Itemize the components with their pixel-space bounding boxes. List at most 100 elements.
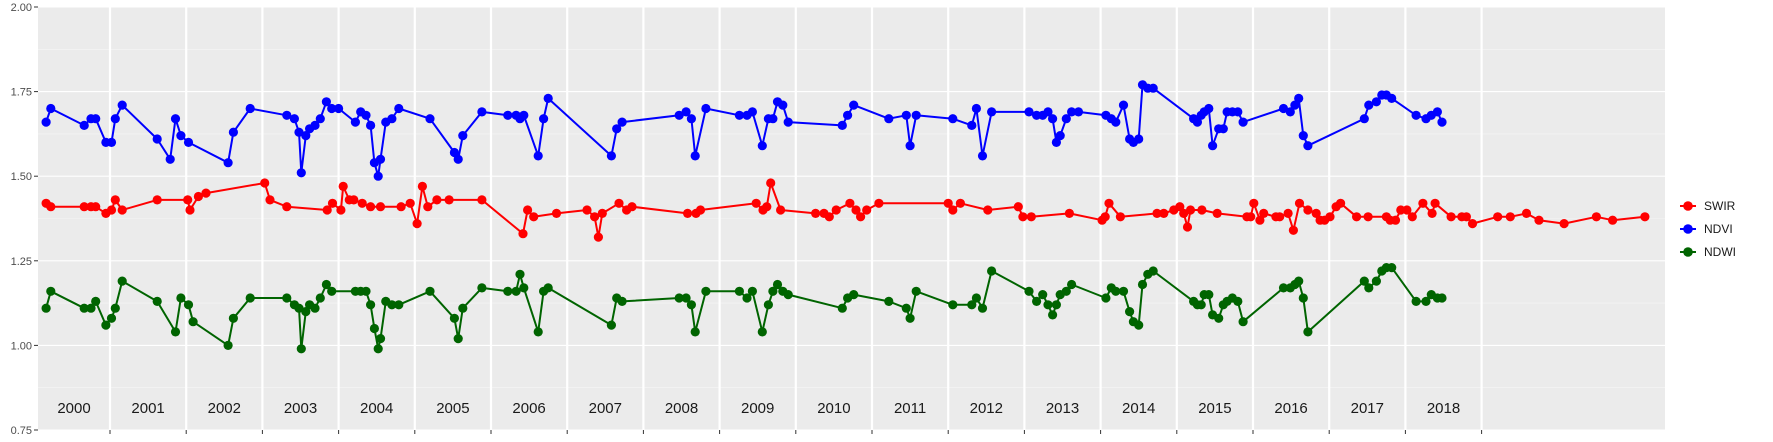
data-point bbox=[1534, 215, 1544, 225]
y-tick-label: 1.50 bbox=[11, 171, 32, 183]
data-point bbox=[778, 100, 788, 110]
data-point bbox=[1048, 310, 1058, 320]
data-point bbox=[1024, 286, 1034, 296]
data-point bbox=[110, 303, 120, 313]
data-point bbox=[110, 195, 120, 205]
data-point bbox=[523, 205, 533, 215]
data-point bbox=[170, 327, 181, 337]
data-point bbox=[394, 300, 404, 310]
data-point bbox=[1208, 141, 1218, 151]
year-label: 2002 bbox=[208, 400, 241, 417]
year-label: 2003 bbox=[284, 400, 317, 417]
data-point bbox=[543, 93, 553, 103]
data-point bbox=[1303, 327, 1313, 337]
data-point bbox=[1290, 100, 1300, 110]
data-point bbox=[260, 178, 270, 188]
data-point bbox=[1238, 117, 1248, 127]
series-ndvi bbox=[41, 80, 1447, 181]
data-point bbox=[948, 205, 958, 215]
data-point bbox=[1104, 198, 1114, 208]
data-point bbox=[1048, 114, 1058, 124]
data-point bbox=[967, 120, 977, 130]
data-point bbox=[674, 293, 684, 303]
data-point bbox=[321, 97, 331, 107]
data-point bbox=[1294, 276, 1304, 286]
data-point bbox=[824, 212, 834, 222]
data-point bbox=[282, 110, 292, 120]
data-point bbox=[369, 323, 379, 334]
data-point bbox=[1521, 208, 1532, 218]
data-point bbox=[1437, 117, 1447, 127]
data-point bbox=[327, 103, 337, 114]
data-point bbox=[310, 120, 320, 130]
data-point bbox=[519, 110, 529, 120]
series-swir bbox=[41, 178, 1650, 242]
data-point bbox=[747, 107, 758, 117]
data-point bbox=[971, 103, 982, 114]
data-point bbox=[296, 168, 306, 178]
data-point bbox=[1100, 212, 1110, 222]
data-point bbox=[690, 327, 700, 337]
data-point bbox=[751, 198, 761, 208]
data-point bbox=[394, 103, 404, 114]
data-point bbox=[1101, 293, 1111, 303]
data-point bbox=[701, 103, 711, 114]
year-label: 2008 bbox=[665, 400, 698, 417]
year-label: 2015 bbox=[1198, 400, 1231, 417]
data-point bbox=[1152, 208, 1162, 218]
data-point bbox=[1387, 263, 1397, 273]
data-point bbox=[165, 154, 175, 164]
data-point bbox=[315, 114, 325, 124]
data-point bbox=[46, 103, 56, 114]
data-point bbox=[901, 110, 911, 120]
data-point bbox=[223, 340, 233, 350]
data-point bbox=[1608, 215, 1618, 225]
data-point bbox=[811, 208, 821, 218]
y-tick-label: 2.00 bbox=[11, 2, 32, 14]
data-point bbox=[845, 198, 855, 208]
data-point bbox=[46, 286, 56, 296]
data-point bbox=[695, 205, 706, 215]
data-point bbox=[477, 195, 487, 205]
data-point bbox=[1204, 290, 1214, 300]
data-point bbox=[1390, 215, 1401, 225]
data-point bbox=[1559, 219, 1569, 229]
data-point bbox=[350, 117, 360, 127]
data-point bbox=[361, 286, 371, 296]
data-point bbox=[152, 134, 162, 144]
data-point bbox=[905, 141, 915, 151]
data-point bbox=[453, 334, 463, 344]
data-point bbox=[967, 300, 977, 310]
data-point bbox=[449, 147, 459, 158]
data-point bbox=[1024, 107, 1034, 117]
data-point bbox=[511, 286, 521, 296]
data-point bbox=[1134, 320, 1144, 330]
data-point bbox=[747, 286, 758, 296]
data-point bbox=[375, 154, 386, 164]
data-point bbox=[681, 107, 691, 117]
data-point bbox=[856, 212, 866, 222]
data-point bbox=[301, 307, 311, 317]
data-point bbox=[1427, 208, 1437, 218]
data-point bbox=[843, 110, 853, 120]
data-point bbox=[1298, 131, 1308, 141]
data-point bbox=[1364, 100, 1374, 110]
data-point bbox=[1402, 205, 1412, 215]
data-point bbox=[106, 205, 117, 215]
data-point bbox=[223, 158, 233, 168]
x-axis bbox=[109, 430, 1483, 434]
data-point bbox=[1148, 266, 1158, 276]
legend-item-ndwi: NDWI bbox=[1680, 245, 1736, 259]
year-label: 2011 bbox=[894, 400, 926, 417]
data-point bbox=[874, 198, 884, 208]
series-ndwi bbox=[41, 263, 1447, 354]
data-point bbox=[1640, 212, 1650, 222]
data-point bbox=[375, 202, 386, 212]
legend-item-swir: SWIR bbox=[1680, 199, 1736, 213]
data-point bbox=[987, 266, 997, 276]
data-point bbox=[776, 205, 786, 215]
data-point bbox=[831, 205, 841, 215]
legend-swatch-point bbox=[1683, 247, 1693, 257]
data-point bbox=[1067, 107, 1077, 117]
data-point bbox=[1294, 198, 1305, 208]
